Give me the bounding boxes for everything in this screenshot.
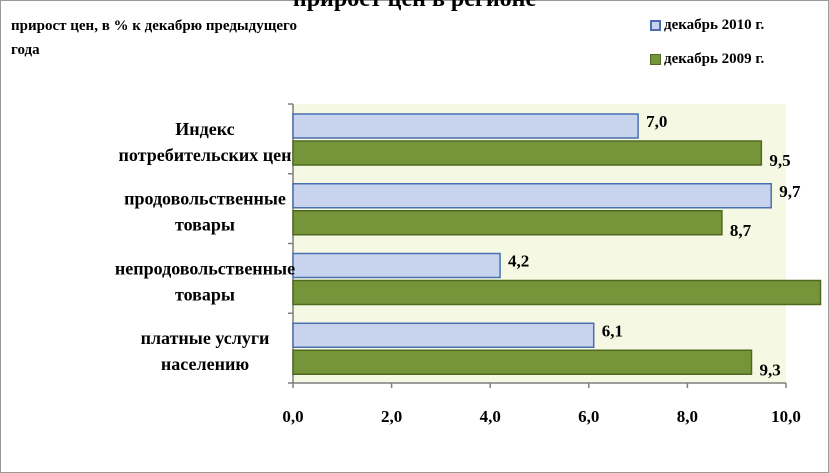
value-label-2009-3: 9,3	[759, 360, 780, 379]
value-label-2010-1: 9,7	[779, 182, 801, 201]
bar-2009-0	[292, 140, 763, 166]
unit-label: прирост цен, в % к декабрю предыдущего г…	[11, 18, 297, 58]
x-tick-label: 0,0	[282, 407, 303, 426]
legend-swatch-2010	[650, 19, 661, 31]
legend-label-2009: декабрь 2009 г.	[664, 50, 765, 67]
bar-2010-0	[292, 113, 639, 139]
value-label-2009-0: 9,5	[769, 151, 790, 170]
category-label: потребительских цен	[119, 145, 292, 165]
legend-item-2009: декабрь 2009 г.	[650, 48, 764, 70]
bar-2010-2	[292, 252, 501, 279]
legend-swatch-2009	[650, 53, 661, 65]
value-label-2009-1: 8,7	[730, 221, 752, 240]
category-label: населению	[161, 354, 249, 374]
category-label: товары	[175, 284, 235, 304]
x-tick-label: 10,0	[771, 407, 801, 426]
category-label: товары	[175, 215, 235, 235]
category-label: Индекс	[175, 119, 234, 139]
category-label: продовольственные	[124, 189, 286, 209]
bar-2009-1	[292, 210, 723, 236]
x-tick-label: 2,0	[381, 407, 402, 426]
legend-label-2010: декабрь 2010 г.	[664, 16, 765, 33]
category-label: непродовольственные	[115, 258, 295, 278]
x-tick-label: 8,0	[677, 407, 698, 426]
x-tick-label: 6,0	[578, 407, 599, 426]
bar-2009-2	[292, 279, 822, 306]
value-label-2010-0: 7,0	[646, 112, 667, 131]
category-label: платные услуги	[141, 328, 270, 348]
x-tick-label: 4,0	[480, 407, 501, 426]
legend: декабрь 2010 г. декабрь 2009 г.	[650, 14, 764, 82]
bar-2009-3	[292, 349, 753, 375]
legend-item-2010: декабрь 2010 г.	[650, 14, 764, 36]
value-label-2010-2: 4,2	[508, 252, 529, 271]
chart-title-fragment: прирост цен в регионе	[0, 0, 829, 13]
bar-2010-1	[292, 183, 772, 209]
bar-2010-3	[292, 322, 595, 348]
value-label-2010-3: 6,1	[602, 321, 623, 340]
